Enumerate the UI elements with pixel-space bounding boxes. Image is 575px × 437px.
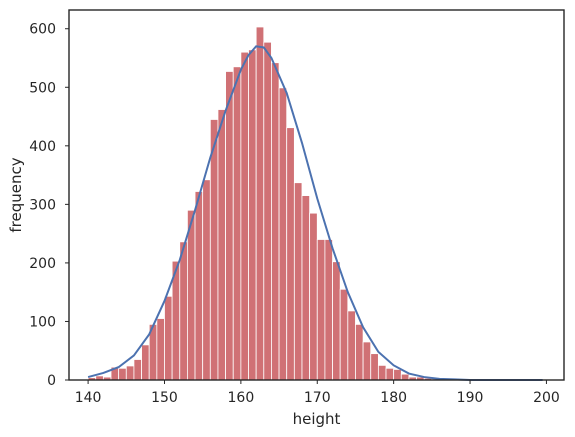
- histogram-bar: [293, 182, 303, 381]
- histogram-bar: [248, 49, 257, 381]
- histogram-bar: [202, 179, 211, 381]
- histogram-bar: [141, 344, 150, 381]
- y-tick-label: 100: [29, 314, 56, 330]
- histogram-bar: [271, 62, 280, 381]
- histogram-bar: [125, 365, 135, 381]
- histogram-bar: [347, 310, 356, 381]
- plot-frame: [68, 9, 565, 381]
- x-axis-label: height: [293, 410, 341, 428]
- histogram-bar: [332, 261, 341, 381]
- x-axis-ticks: 140 150 160 170 180 190 200: [75, 380, 560, 406]
- kde-curve: [87, 45, 543, 381]
- histogram-bar: [370, 353, 379, 381]
- histogram-bar: [385, 367, 395, 381]
- y-tick-label: 600: [29, 22, 56, 38]
- y-axis-label: frequency: [7, 157, 25, 232]
- histogram-bar: [339, 288, 349, 381]
- histogram-bar: [400, 373, 410, 381]
- histogram-bar: [255, 26, 265, 381]
- y-tick-label: 500: [29, 80, 56, 96]
- x-tick-label: 150: [151, 390, 178, 406]
- histogram-bar: [309, 212, 318, 381]
- histogram-bar: [164, 295, 173, 381]
- histogram-bar: [118, 367, 127, 381]
- histogram-bar: [133, 359, 142, 381]
- histogram-bar: [263, 41, 272, 381]
- histogram-bar: [278, 87, 288, 381]
- histogram-bar: [393, 369, 402, 381]
- x-tick-label: 190: [457, 390, 484, 406]
- histogram-bar: [179, 241, 188, 381]
- histogram-bar: [209, 119, 219, 381]
- histogram-bar: [187, 209, 196, 381]
- histogram-bar: [240, 51, 249, 381]
- histogram-bar: [355, 323, 364, 381]
- histogram-bars: [87, 26, 463, 381]
- histogram-bar: [324, 239, 333, 381]
- histogram-bar: [225, 71, 234, 381]
- y-tick-label: 300: [29, 197, 56, 213]
- x-tick-label: 170: [304, 390, 331, 406]
- histogram-bar: [194, 191, 204, 381]
- histogram-bar: [316, 239, 326, 381]
- histogram-bar: [217, 109, 226, 381]
- histogram-bar: [286, 127, 295, 381]
- x-tick-label: 140: [75, 390, 102, 406]
- y-tick-label: 200: [29, 256, 56, 272]
- histogram-bar: [232, 66, 242, 381]
- y-axis-ticks: 0 100 200 300 400 500 600: [29, 22, 69, 389]
- x-tick-label: 160: [228, 390, 255, 406]
- y-tick-label: 400: [29, 139, 56, 155]
- x-tick-label: 180: [380, 390, 407, 406]
- histogram-bar: [362, 341, 372, 381]
- histogram-bar: [301, 195, 311, 381]
- histogram-bar: [377, 364, 387, 381]
- x-tick-label: 200: [533, 390, 560, 406]
- histogram-bar: [156, 318, 165, 381]
- y-tick-label: 0: [47, 373, 56, 389]
